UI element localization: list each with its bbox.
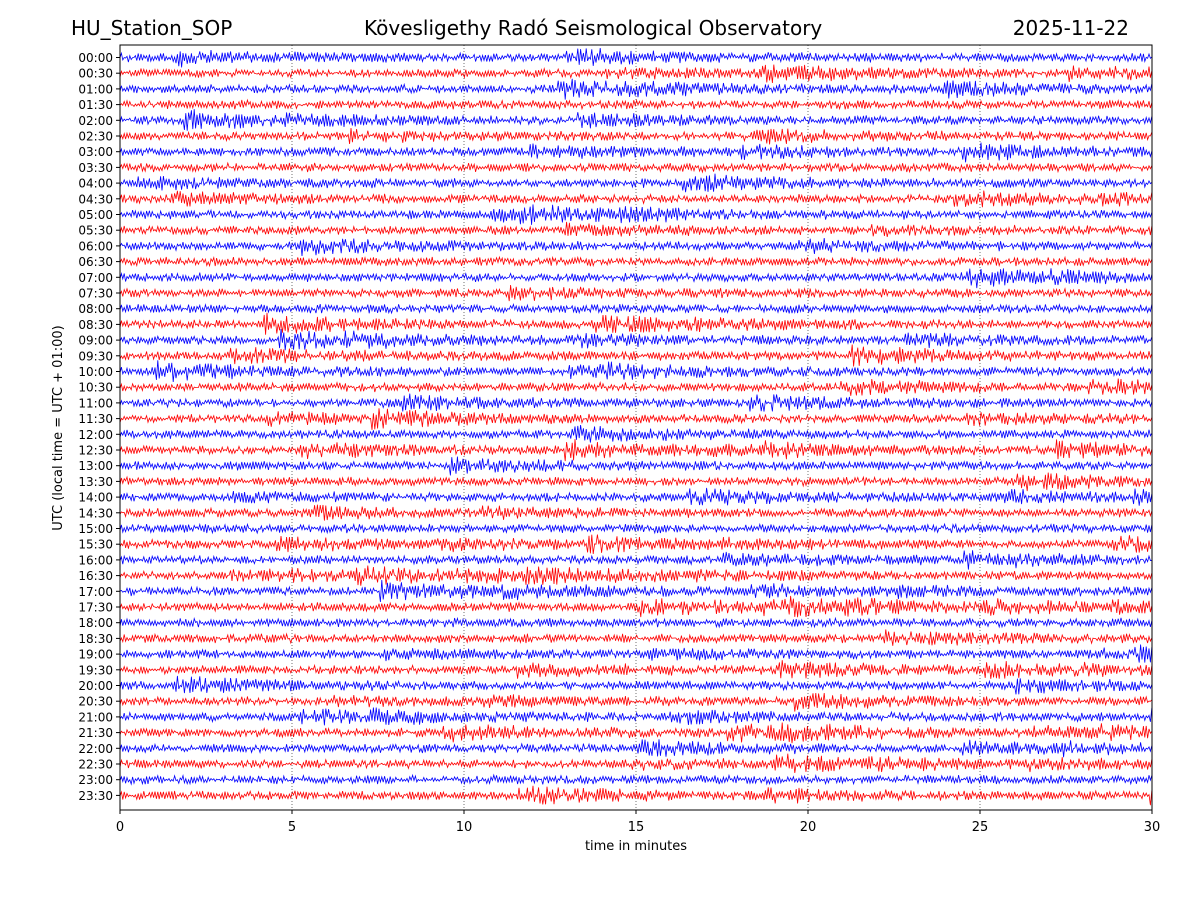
trace-row: [119, 707, 1153, 726]
y-tick-label: 01:30: [78, 98, 113, 112]
y-tick-label: 23:00: [78, 773, 113, 787]
trace-row: [119, 328, 1153, 351]
y-tick-label: 07:30: [78, 287, 113, 301]
y-tick-label: 19:00: [78, 648, 113, 662]
x-tick-label: 15: [628, 820, 645, 835]
y-tick-label: 05:30: [78, 224, 113, 238]
y-tick-label: 16:30: [78, 569, 113, 583]
trace-row: [119, 284, 1153, 302]
y-tick-label: 09:00: [78, 334, 113, 348]
y-tick-label: 15:00: [78, 522, 113, 536]
y-tick-label: 20:30: [78, 695, 113, 709]
trace-row: [119, 534, 1153, 555]
trace-row: [119, 550, 1152, 570]
y-tick-label: 23:30: [78, 789, 113, 803]
trace-row: [119, 773, 1153, 786]
y-tick-label: 13:30: [78, 475, 113, 489]
y-tick-label: 22:00: [78, 742, 113, 756]
trace-row: [119, 64, 1153, 84]
station-name: HU_Station_SOP: [71, 16, 233, 40]
y-tick-label: 18:30: [78, 632, 113, 646]
y-tick-label: 07:00: [78, 271, 113, 285]
trace-row: [119, 109, 1153, 131]
observatory-title: Kövesligethy Radó Seismological Observat…: [364, 16, 823, 40]
trace-row: [119, 302, 1153, 315]
y-tick-label: 10:00: [78, 365, 113, 379]
y-tick-label: 00:30: [78, 67, 113, 81]
trace-row: [119, 692, 1153, 712]
trace-row: [119, 487, 1153, 506]
y-tick-label: 17:30: [78, 601, 113, 615]
trace-row: [119, 644, 1153, 663]
x-tick-label: 10: [456, 820, 473, 835]
trace-row: [119, 142, 1153, 163]
y-tick-label: 06:00: [78, 239, 113, 253]
y-tick-label: 00:00: [78, 51, 113, 65]
x-tick-label: 5: [288, 820, 296, 835]
x-axis-label: time in minutes: [585, 839, 687, 854]
y-tick-label: 18:00: [78, 616, 113, 630]
y-tick-label: 08:00: [78, 302, 113, 316]
y-tick-label: 12:30: [78, 444, 113, 458]
y-axis-label: UTC (local time = UTC + 01:00): [51, 325, 66, 530]
x-axis-ticks: 0 5 10 15 20 25 30: [116, 810, 1160, 835]
trace-row: [119, 98, 1153, 111]
trace-row: [119, 344, 1153, 367]
y-tick-label: 10:30: [78, 381, 113, 395]
record-date: 2025-11-22: [1012, 16, 1129, 40]
y-tick-label: 05:00: [78, 208, 113, 222]
x-tick-label: 20: [800, 820, 817, 835]
y-tick-label: 14:00: [78, 491, 113, 505]
trace-row: [119, 616, 1153, 629]
y-tick-label: 01:00: [78, 82, 113, 96]
x-tick-label: 30: [1144, 820, 1161, 835]
y-tick-label: 02:30: [78, 130, 113, 144]
y-tick-label: 09:30: [78, 349, 113, 363]
y-tick-label: 16:00: [78, 553, 113, 567]
y-tick-label: 17:00: [78, 585, 113, 599]
trace-row: [119, 48, 1153, 68]
trace-row: [119, 595, 1153, 618]
y-tick-label: 03:30: [78, 161, 113, 175]
trace-row: [119, 722, 1153, 744]
y-tick-label: 19:30: [78, 663, 113, 677]
x-tick-label: 0: [116, 820, 124, 835]
trace-row: [119, 472, 1153, 492]
trace-row: [119, 629, 1153, 646]
y-tick-label: 13:00: [78, 459, 113, 473]
trace-row: [119, 424, 1153, 443]
x-gridlines: [291, 45, 981, 810]
y-tick-label: 21:30: [78, 726, 113, 740]
trace-row: [119, 161, 1153, 174]
trace-row: [119, 237, 1153, 257]
y-tick-label: 11:00: [78, 396, 113, 410]
y-tick-label: 12:00: [78, 428, 113, 442]
trace-row: [119, 785, 1153, 806]
trace-row: [119, 312, 1153, 335]
y-tick-label: 02:00: [78, 114, 113, 128]
y-tick-label: 04:00: [78, 177, 113, 191]
y-tick-label: 22:30: [78, 758, 113, 772]
y-tick-label: 14:30: [78, 506, 113, 520]
y-tick-label: 20:00: [78, 679, 113, 693]
y-tick-label: 11:30: [78, 412, 113, 426]
y-tick-label: 21:00: [78, 710, 113, 724]
y-tick-label: 06:30: [78, 255, 113, 269]
trace-row: [119, 579, 1153, 603]
y-tick-label: 03:00: [78, 145, 113, 159]
trace-row: [119, 268, 1153, 289]
y-tick-label: 04:30: [78, 192, 113, 206]
y-tick-label: 08:30: [78, 318, 113, 332]
x-tick-label: 25: [972, 820, 989, 835]
y-tick-label: 15:30: [78, 538, 113, 552]
